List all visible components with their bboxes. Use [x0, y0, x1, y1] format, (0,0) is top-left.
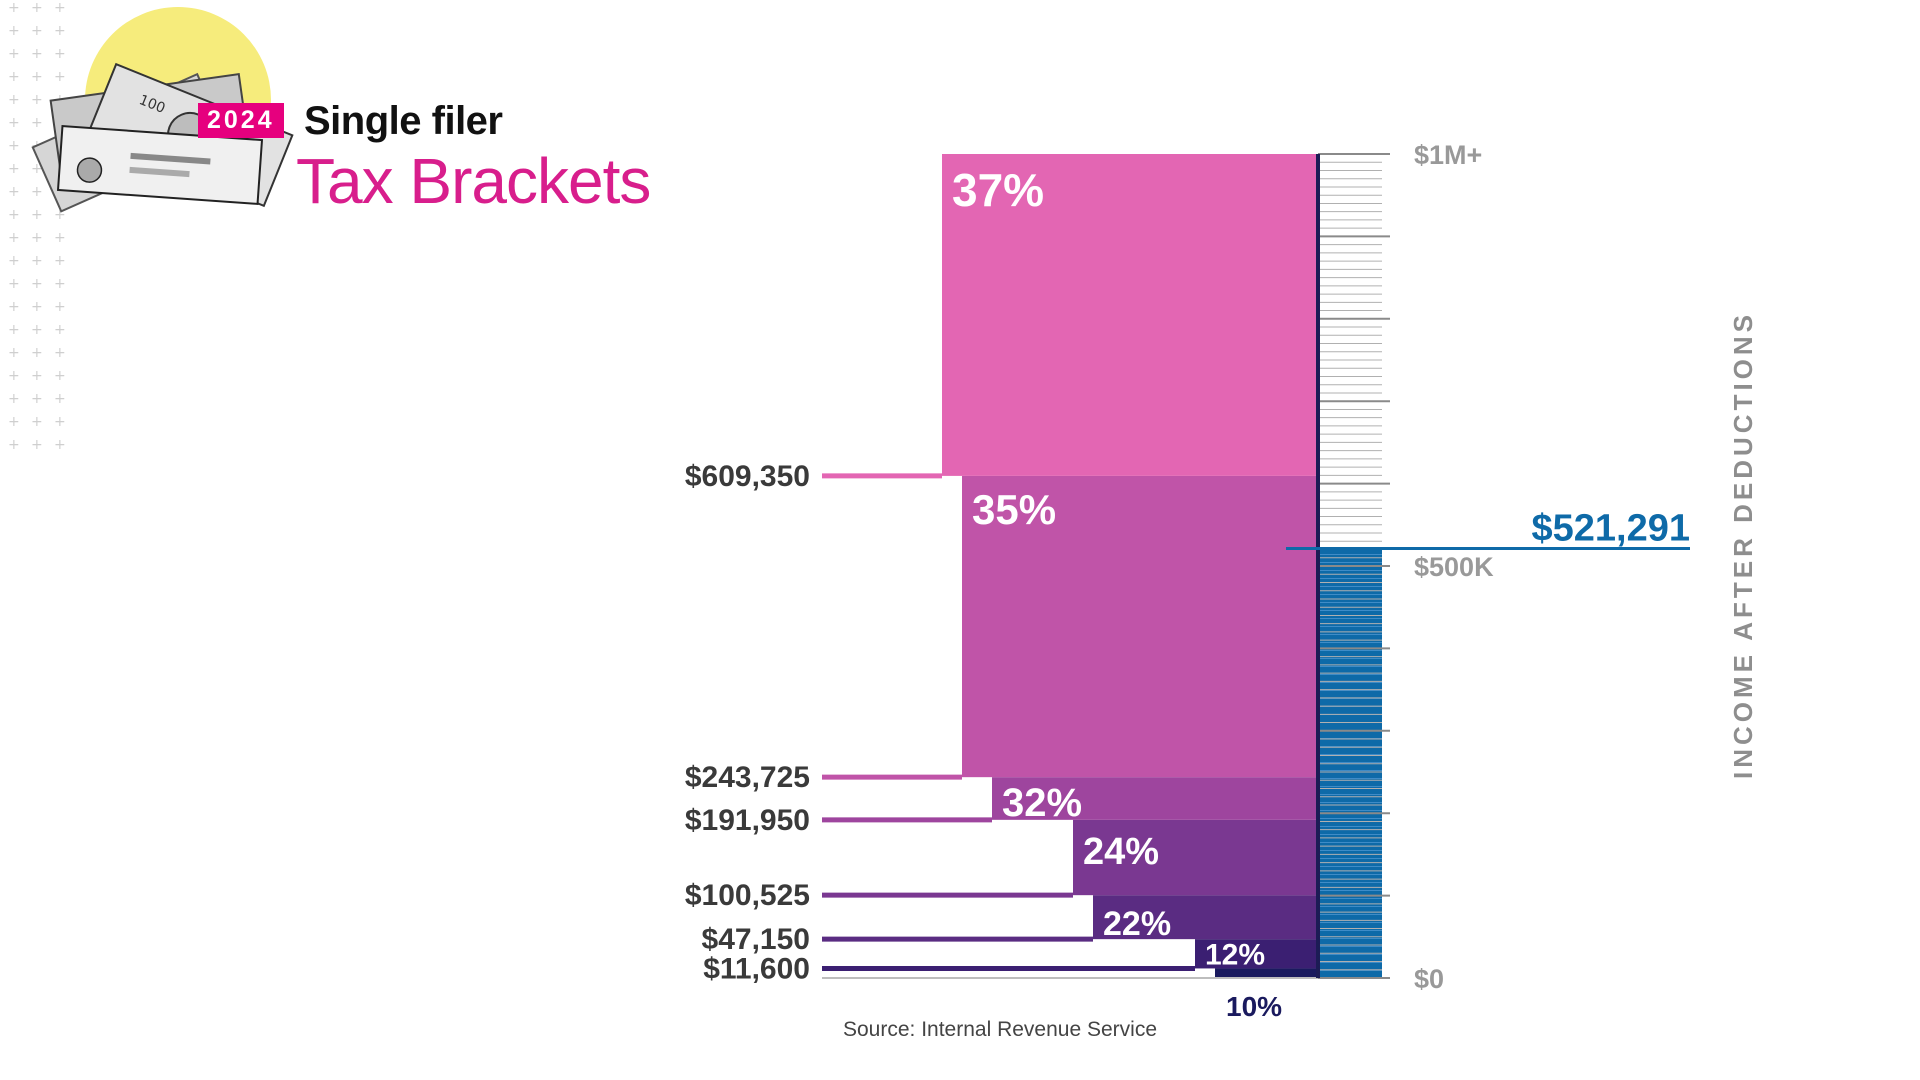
svg-text:+: + [31, 414, 43, 430]
filer-type-label: Single filer [304, 99, 503, 143]
svg-text:+: + [54, 207, 66, 223]
svg-text:+: + [54, 345, 66, 361]
svg-text:+: + [31, 46, 43, 62]
bracket-rate-label: 10% [1226, 991, 1282, 1022]
axis-tick-label: $0 [1414, 964, 1444, 994]
svg-text:+: + [54, 0, 66, 16]
svg-text:+: + [31, 0, 43, 16]
axis-tick-label: $1M+ [1414, 140, 1482, 170]
bracket-rate-label: 22% [1103, 905, 1171, 943]
svg-text:+: + [8, 437, 20, 453]
svg-text:+: + [31, 391, 43, 407]
year-badge: 2024 [198, 103, 284, 138]
svg-text:+: + [54, 368, 66, 384]
svg-text:+: + [31, 368, 43, 384]
svg-text:+: + [8, 46, 20, 62]
threshold-label: $609,350 [685, 460, 810, 493]
svg-text:+: + [8, 0, 20, 16]
svg-text:+: + [31, 437, 43, 453]
svg-text:+: + [8, 115, 20, 131]
axis-tick-label: $500K [1414, 552, 1494, 582]
svg-text:+: + [8, 230, 20, 246]
income-level-bar [1320, 548, 1382, 978]
svg-text:+: + [8, 207, 20, 223]
svg-text:+: + [54, 437, 66, 453]
svg-text:+: + [54, 322, 66, 338]
svg-text:+: + [54, 276, 66, 292]
svg-text:+: + [8, 299, 20, 315]
bracket-block [1195, 939, 1316, 969]
svg-text:+: + [54, 46, 66, 62]
svg-text:+: + [8, 253, 20, 269]
svg-text:+: + [8, 322, 20, 338]
svg-text:+: + [31, 345, 43, 361]
bracket-block [1073, 819, 1316, 896]
bracket-rate-label: 32% [1002, 781, 1082, 825]
bracket-rate-label: 24% [1083, 831, 1159, 873]
bracket-rate-label: 35% [972, 486, 1056, 533]
svg-text:+: + [8, 391, 20, 407]
money-stack-icon: 100 [31, 7, 294, 213]
svg-text:+: + [8, 414, 20, 430]
svg-text:+: + [8, 368, 20, 384]
svg-text:+: + [31, 230, 43, 246]
svg-text:+: + [8, 345, 20, 361]
svg-text:+: + [31, 115, 43, 131]
svg-text:+: + [8, 184, 20, 200]
svg-text:+: + [31, 253, 43, 269]
bracket-rate-label: 12% [1205, 938, 1265, 971]
page-title: Tax Brackets [296, 145, 651, 217]
svg-text:+: + [54, 69, 66, 85]
svg-text:+: + [54, 299, 66, 315]
svg-text:+: + [54, 414, 66, 430]
decorative-dot-pattern: + + + + + + + + + + + + + + + + + + + + + + + + + + + + + + + + + + + + + + + +… [8, 0, 66, 453]
svg-text:+: + [31, 23, 43, 39]
svg-text:+: + [54, 391, 66, 407]
svg-text:+: + [31, 92, 43, 108]
threshold-label: $243,725 [685, 761, 810, 794]
bracket-block [942, 154, 1316, 476]
bracket-block [1215, 968, 1316, 978]
bracket-block [992, 777, 1316, 820]
svg-text:+: + [31, 69, 43, 85]
svg-text:+: + [31, 276, 43, 292]
axis-title: INCOME AFTER DEDUCTIONS [1728, 311, 1758, 779]
svg-text:+: + [8, 138, 20, 154]
svg-text:+: + [54, 23, 66, 39]
source-note: Source: Internal Revenue Service [843, 1018, 1158, 1041]
threshold-label: $11,600 [703, 952, 810, 985]
income-marker-label: $521,291 [1532, 507, 1691, 549]
svg-text:+: + [31, 161, 43, 177]
svg-text:+: + [8, 161, 20, 177]
bracket-block [1093, 895, 1316, 940]
svg-text:+: + [54, 253, 66, 269]
svg-text:+: + [8, 92, 20, 108]
svg-text:+: + [54, 230, 66, 246]
svg-text:+: + [31, 184, 43, 200]
threshold-label: $47,150 [702, 923, 810, 956]
svg-text:+: + [8, 69, 20, 85]
svg-text:+: + [31, 322, 43, 338]
svg-text:+: + [31, 299, 43, 315]
bracket-rate-label: 37% [952, 164, 1044, 216]
svg-text:+: + [31, 207, 43, 223]
bracket-block [962, 475, 1316, 778]
svg-text:+: + [8, 23, 20, 39]
threshold-label: $100,525 [685, 879, 810, 912]
svg-text:+: + [8, 276, 20, 292]
threshold-label: $191,950 [685, 804, 810, 837]
